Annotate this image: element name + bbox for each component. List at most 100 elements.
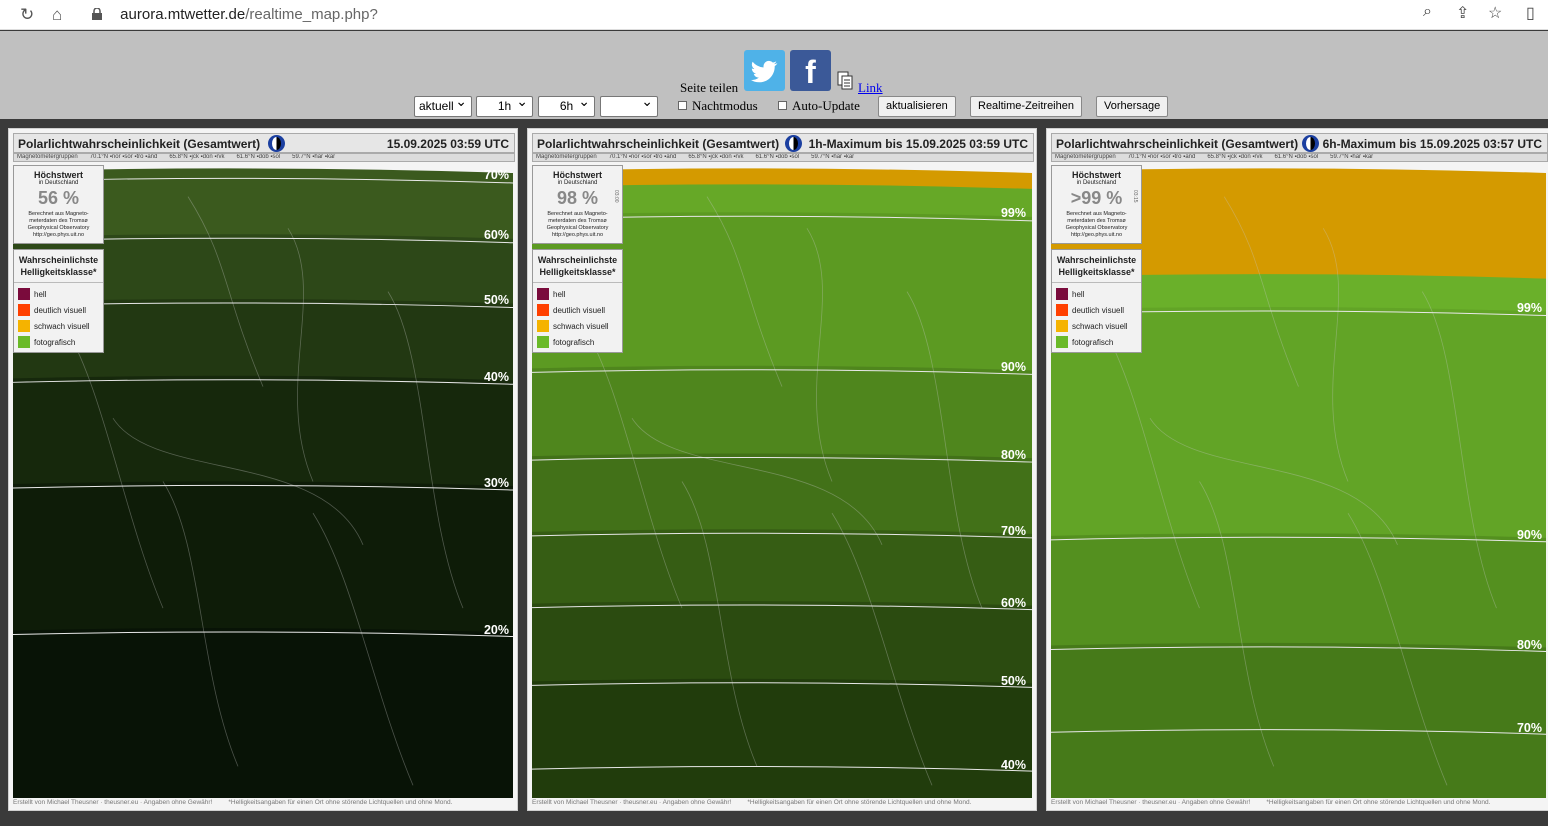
bookmark-star-icon[interactable]: ☆ [1488, 5, 1503, 22]
sidebar-icon[interactable]: ▯ [1526, 5, 1535, 22]
url-path: /realtime_map.php? [245, 6, 378, 23]
legend-title-line: Wahrscheinlichste [1056, 255, 1137, 265]
brightness-legend: Wahrscheinlichste Helligkeitsklasse* hell… [13, 249, 104, 353]
legend-title-line: Helligkeitsklasse* [1058, 267, 1135, 277]
brightness-legend: Wahrscheinlichste Helligkeitsklasse* hell… [532, 249, 623, 353]
brightness-legend: Wahrscheinlichste Helligkeitsklasse* hell… [1051, 249, 1142, 353]
contour-label: 70% [1000, 524, 1026, 538]
legend-swatch [1056, 304, 1068, 316]
browser-bar: ↻ ⌂ aurora.mtwetter.de/realtime_map.php?… [0, 0, 1548, 30]
interval-select[interactable]: 1h [476, 93, 533, 117]
page-toolbar: Seite teilen f Link aktuell 1h 6h Nachtm… [0, 31, 1548, 119]
legend-item: hell [18, 288, 103, 300]
legend-swatch [18, 336, 30, 348]
legend-item: deutlich visuell [537, 304, 622, 316]
contour-label: 40% [483, 370, 509, 384]
mag-group: 65.8°N ▪jck ▪don ▪rvk [688, 154, 744, 160]
facebook-f-icon: f [805, 54, 816, 90]
source-url: http://geo.phys.uit.no [1070, 232, 1123, 238]
panel-title-bar: Polarlichtwahrscheinlichkeit (Gesamtwert… [13, 133, 515, 153]
zoom-icon[interactable]: ⌕ [1423, 3, 1432, 20]
auto-update-toggle[interactable]: Auto-Update [778, 98, 860, 114]
mag-group: 61.6°N ▪dob ▪sol [755, 154, 800, 160]
mag-group: 61.6°N ▪dob ▪sol [1274, 154, 1319, 160]
footer-note: *Helligkeitsangaben für einen Ort ohne s… [1266, 799, 1491, 806]
mag-group: 61.6°N ▪dob ▪sol [236, 154, 281, 160]
source-line: Geophysical Observatory [546, 225, 609, 231]
contour-label: 90% [1000, 360, 1026, 374]
moon-phase-icon [268, 135, 285, 152]
legend-item: schwach visuell [1056, 320, 1141, 332]
footer-note: *Helligkeitsangaben für einen Ort ohne s… [228, 799, 453, 806]
source-line: Geophysical Observatory [1065, 225, 1128, 231]
panel-title-bar: Polarlichtwahrscheinlichkeit (Gesamtwert… [532, 133, 1034, 153]
legend-swatch [18, 304, 30, 316]
legend-swatch [537, 320, 549, 332]
legend-label: hell [34, 290, 47, 299]
night-mode-label: Nachtmodus [692, 98, 758, 113]
url-host: aurora.mtwetter.de [120, 6, 246, 23]
source-url: http://geo.phys.uit.no [32, 232, 85, 238]
panel-timestamp: 6h-Maximum bis 15.09.2025 03:57 UTC [1322, 137, 1542, 151]
share-icon[interactable]: ⇪ [1456, 5, 1470, 22]
footer-credit: Erstellt von Michael Theusner · theusner… [13, 799, 213, 806]
legend-swatch [18, 288, 30, 300]
max-source: Berechnet aus Magneto- meterdaten des Tr… [533, 211, 622, 239]
mag-group: 59.7°N ▪har ▪kar [1330, 154, 1374, 160]
probability-map [13, 165, 513, 798]
map-panel-1: Polarlichtwahrscheinlichkeit (Gesamtwert… [8, 128, 518, 811]
max-time: 03:00 [613, 190, 619, 203]
max-source: Berechnet aus Magneto- meterdaten des Tr… [1052, 211, 1141, 239]
facebook-share-button[interactable]: f [790, 50, 831, 91]
reload-icon[interactable]: ↻ [20, 5, 35, 24]
footer-note: *Helligkeitsangaben für einen Ort ohne s… [747, 799, 972, 806]
legend-label: fotografisch [553, 338, 595, 347]
magnetometer-bar: Magnetometergruppen 70.1°N ▪nor ▪sor ▪tro… [1051, 153, 1548, 162]
twitter-share-button[interactable] [744, 50, 785, 91]
source-line: meterdaten des Tromsø [548, 218, 607, 224]
night-mode-checkbox[interactable] [678, 101, 687, 110]
legend-item: deutlich visuell [1056, 304, 1141, 316]
legend-title-line: Helligkeitsklasse* [539, 267, 616, 277]
panel-timestamp: 1h-Maximum bis 15.09.2025 03:59 UTC [808, 137, 1028, 151]
auto-update-label: Auto-Update [792, 98, 860, 113]
magnetometer-label: Magnetometergruppen [536, 154, 597, 160]
source-url: http://geo.phys.uit.no [551, 232, 604, 238]
range-select[interactable]: 6h [538, 93, 595, 117]
twitter-bird-icon [750, 60, 778, 83]
auto-update-checkbox[interactable] [778, 101, 787, 110]
legend-label: schwach visuell [1072, 322, 1128, 331]
legend-label: hell [553, 290, 566, 299]
time-select[interactable]: aktuell [414, 93, 472, 117]
timeseries-button[interactable]: Realtime-Zeitreihen [970, 96, 1082, 117]
home-icon[interactable]: ⌂ [52, 5, 63, 24]
contour-label: 50% [1000, 674, 1026, 688]
panel-footer: Erstellt von Michael Theusner · theusner… [532, 799, 1034, 809]
magnetometer-label: Magnetometergruppen [17, 154, 78, 160]
legend-title-line: Wahrscheinlichste [537, 255, 618, 265]
extra-select[interactable] [600, 93, 658, 117]
copy-link-icon[interactable] [837, 71, 853, 91]
legend-label: deutlich visuell [553, 306, 606, 315]
legend-item: hell [537, 288, 622, 300]
max-title: Höchstwert [33, 170, 83, 180]
contour-label: 30% [483, 476, 509, 490]
legend-item: schwach visuell [537, 320, 622, 332]
refresh-button[interactable]: aktualisieren [878, 96, 956, 117]
legend-title-line: Wahrscheinlichste [18, 255, 99, 265]
panel-timestamp: 15.09.2025 03:59 UTC [386, 137, 509, 151]
contour-label: 99% [1516, 301, 1542, 315]
night-mode-toggle[interactable]: Nachtmodus [678, 98, 758, 114]
mag-group: 70.1°N ▪nor ▪sor ▪tro ▪and [608, 154, 677, 160]
map-panel-3: Polarlichtwahrscheinlichkeit (Gesamtwert… [1046, 128, 1548, 811]
link-button[interactable]: Link [858, 80, 883, 95]
legend-label: hell [1072, 290, 1085, 299]
legend-swatch [1056, 320, 1068, 332]
max-subtitle: in Deutschland [557, 180, 598, 186]
contour-label: 20% [483, 623, 509, 637]
address-bar[interactable]: aurora.mtwetter.de/realtime_map.php? [92, 4, 1422, 26]
forecast-button[interactable]: Vorhersage [1096, 96, 1169, 117]
legend-item: deutlich visuell [18, 304, 103, 316]
source-line: meterdaten des Tromsø [1067, 218, 1126, 224]
contour-label: 70% [483, 168, 509, 182]
